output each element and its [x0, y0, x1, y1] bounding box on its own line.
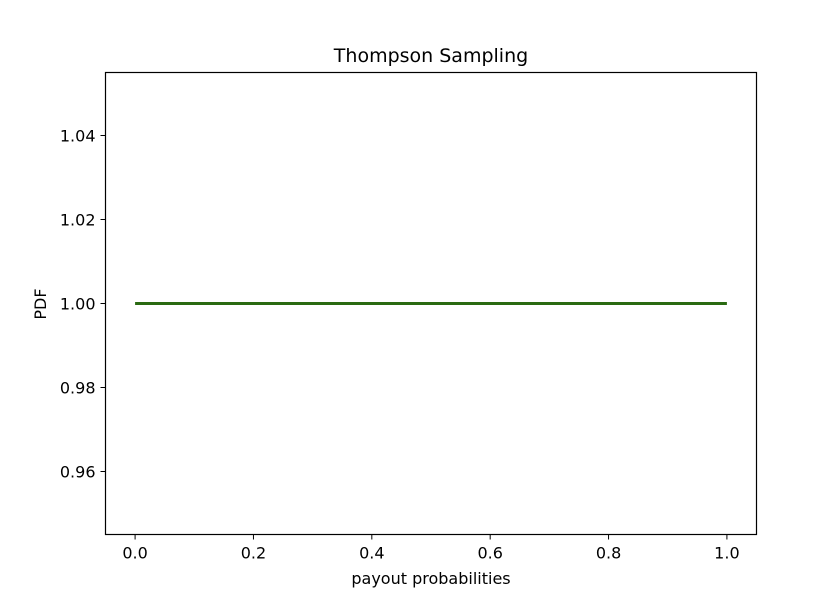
chart-title: Thompson Sampling: [333, 45, 528, 67]
y-tick-label: 0.96: [60, 463, 96, 482]
y-tick-label: 1.04: [60, 127, 96, 146]
y-tick-label: 1.02: [60, 211, 96, 230]
y-axis-label: PDF: [31, 288, 50, 319]
x-tick-label: 0.4: [359, 544, 384, 563]
x-tick-label: 0.6: [477, 544, 502, 563]
x-tick-label: 1.0: [714, 544, 739, 563]
x-tick-label: 0.0: [122, 544, 147, 563]
y-tick-label: 1.00: [60, 295, 96, 314]
x-axis-label: payout probabilities: [351, 569, 510, 588]
x-tick-label: 0.2: [241, 544, 266, 563]
x-axis-ticks: 0.0 0.2 0.4 0.6 0.8 1.0: [122, 534, 740, 563]
y-axis-ticks: 0.96 0.98 1.00 1.02 1.04: [60, 127, 106, 482]
x-tick-label: 0.8: [596, 544, 621, 563]
y-tick-label: 0.98: [60, 379, 96, 398]
